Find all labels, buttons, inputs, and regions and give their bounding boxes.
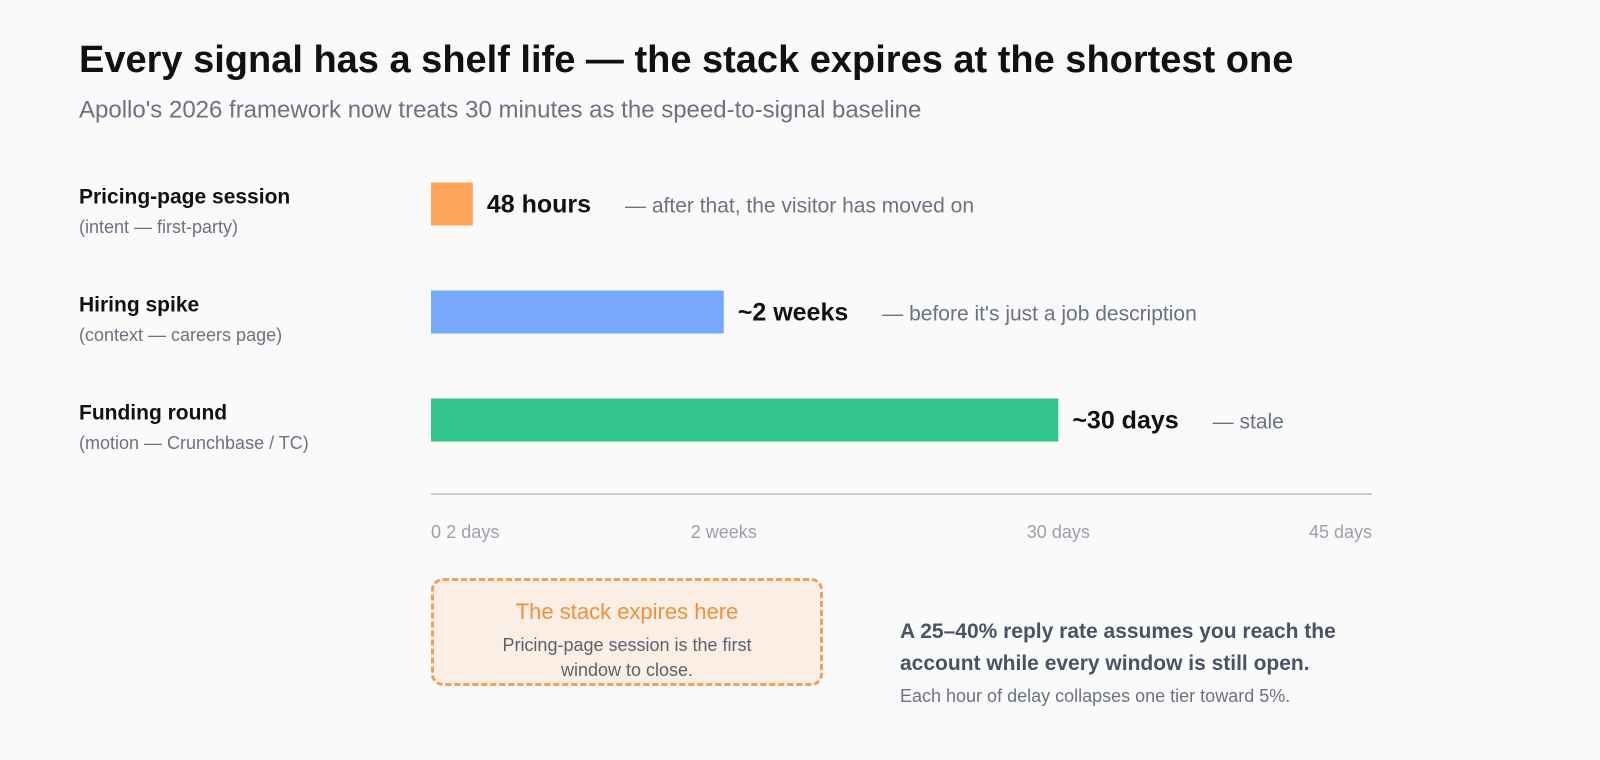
bar bbox=[431, 290, 724, 334]
bar-annotation: — stale bbox=[1213, 411, 1284, 434]
x-tick-label: 30 days bbox=[1027, 522, 1090, 542]
callout: The stack expires here Pricing-page sess… bbox=[431, 578, 823, 686]
value-label: ~30 days bbox=[1072, 407, 1178, 435]
category-note: (context — careers page) bbox=[79, 325, 282, 345]
category-label: Pricing-page session bbox=[79, 186, 290, 209]
takeaway-text: Each hour of delay collapses one tier to… bbox=[900, 686, 1291, 706]
value-label: ~2 weeks bbox=[738, 299, 849, 327]
x-tick-label: 45 days bbox=[1309, 522, 1372, 542]
value-label: 48 hours bbox=[487, 191, 591, 219]
bar-annotation: — after that, the visitor has moved on bbox=[625, 195, 974, 218]
callout-text: Pricing-page session is the first window… bbox=[502, 635, 752, 680]
bar-annotation: — before it's just a job description bbox=[882, 303, 1197, 326]
category-label: Hiring spike bbox=[79, 294, 199, 317]
category-note: (intent — first-party) bbox=[79, 217, 238, 237]
x-tick-label: 0 bbox=[431, 522, 441, 542]
category-note: (motion — Crunchbase / TC) bbox=[79, 433, 309, 453]
chart-subtitle: Apollo's 2026 framework now treats 30 mi… bbox=[79, 96, 921, 123]
x-tick-label: 2 days bbox=[446, 522, 499, 542]
category-label: Funding round bbox=[79, 402, 227, 425]
takeaway: A 25–40% reply rate assumes you reach th… bbox=[900, 616, 1360, 707]
x-tick-label: 2 weeks bbox=[691, 522, 757, 542]
bar bbox=[431, 182, 473, 226]
takeaway-headline: A 25–40% reply rate assumes you reach th… bbox=[900, 620, 1336, 675]
bar bbox=[431, 398, 1059, 442]
callout-title: The stack expires here bbox=[515, 599, 739, 624]
chart-title: Every signal has a shelf life — the stac… bbox=[79, 39, 1293, 81]
